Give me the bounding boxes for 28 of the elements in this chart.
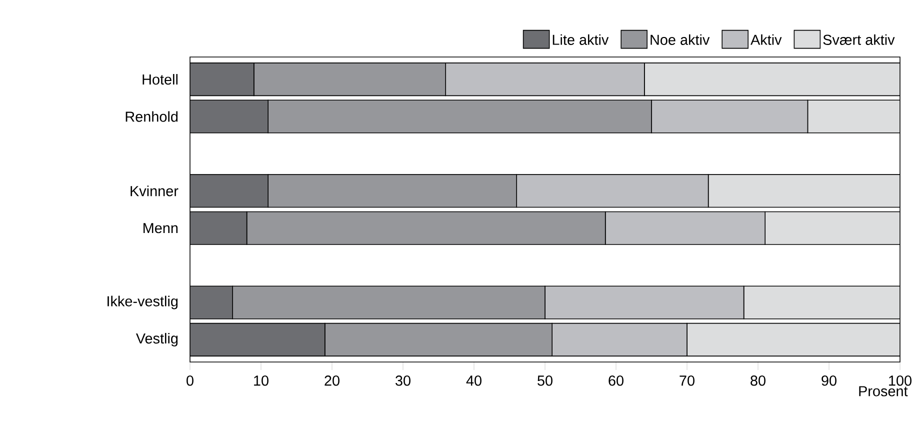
y-tick-label: Vestlig — [136, 332, 178, 346]
legend-label: Aktiv — [750, 34, 782, 45]
legend-label: Svært aktiv — [823, 34, 895, 45]
x-tick-label: 40 — [466, 376, 482, 386]
legend-label: Lite aktiv — [552, 34, 609, 45]
x-tick-label: 90 — [822, 376, 836, 386]
bar — [190, 211, 248, 245]
x-tick-label: 10 — [254, 376, 268, 386]
x-axis-title: Prosent — [859, 386, 908, 396]
y-tick-label: Menn — [144, 223, 178, 234]
x-tick-label: 30 — [396, 376, 410, 386]
bar — [190, 322, 326, 356]
y-tick-label: Renhold — [126, 111, 178, 122]
bar — [190, 286, 233, 320]
x-tick-label: 80 — [750, 376, 766, 386]
y-tick-label: Kvinner — [130, 186, 178, 196]
bar — [190, 62, 254, 96]
x-tick-label: 70 — [680, 376, 694, 386]
legend-label: Noe aktiv — [650, 34, 710, 45]
y-tick-label: Ikke-vestlig — [108, 296, 178, 310]
bar — [190, 174, 268, 208]
x-tick-label: 50 — [538, 376, 552, 386]
x-tick-label: 0 — [186, 376, 194, 386]
x-tick-label: 20 — [324, 376, 340, 386]
bar — [190, 100, 268, 134]
y-tick-label: Hotell — [142, 74, 178, 85]
x-tick-label: 100 — [889, 376, 912, 386]
x-tick-label: 60 — [608, 376, 624, 386]
